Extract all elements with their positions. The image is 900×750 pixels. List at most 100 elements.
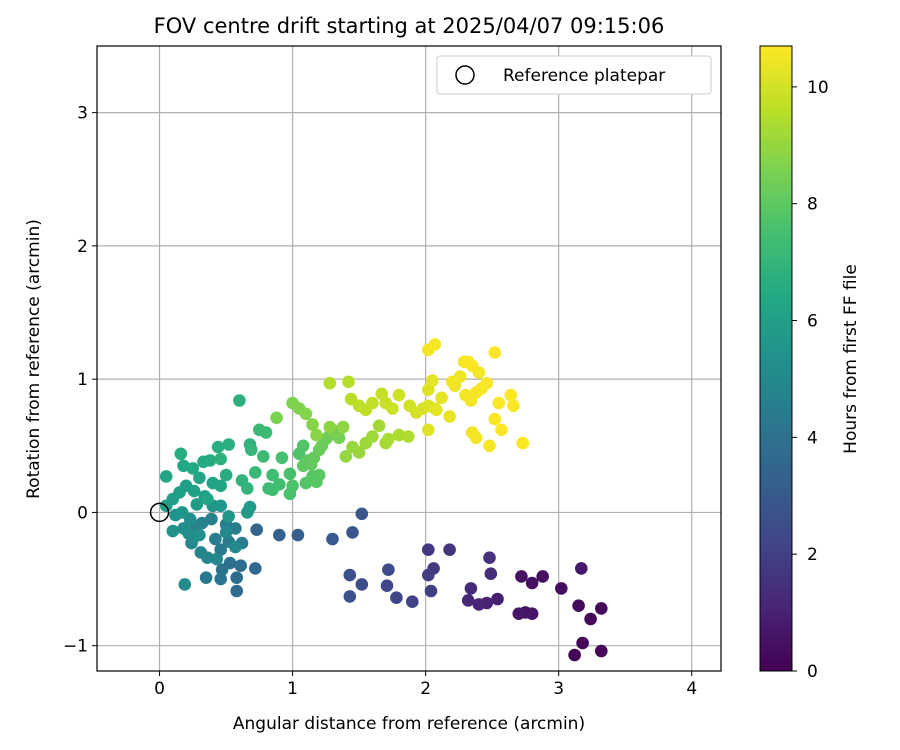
data-point — [219, 468, 233, 482]
data-point — [382, 432, 395, 446]
data-point — [201, 492, 214, 506]
data-point — [257, 450, 270, 463]
data-point — [222, 510, 235, 523]
data-point — [211, 440, 225, 454]
data-point — [422, 423, 435, 437]
data-point — [199, 571, 213, 584]
data-point — [241, 482, 254, 495]
data-point — [233, 394, 246, 407]
x-tick-label: 4 — [686, 679, 697, 699]
data-point — [270, 411, 283, 425]
x-axis-ticks: 0 1 2 3 4 — [154, 671, 697, 699]
data-point — [175, 506, 189, 519]
data-point — [310, 428, 323, 442]
colorbar-tick-label: 10 — [807, 78, 829, 98]
data-point — [186, 462, 200, 475]
data-point — [507, 399, 520, 413]
data-point — [190, 498, 204, 511]
data-point — [491, 592, 504, 606]
x-axis-label: Angular distance from reference (arcmin) — [233, 714, 585, 734]
data-point — [366, 430, 379, 443]
data-point — [390, 591, 403, 604]
data-point — [273, 478, 286, 491]
data-point — [275, 451, 289, 465]
data-point — [215, 563, 229, 576]
data-point — [469, 431, 483, 445]
data-point — [230, 584, 243, 598]
y-tick-label: −1 — [63, 637, 88, 657]
data-point — [426, 374, 439, 387]
data-point — [576, 636, 589, 650]
data-point — [464, 582, 478, 595]
plot-frame — [96, 45, 722, 672]
data-point — [291, 528, 305, 542]
data-point — [443, 543, 456, 556]
data-point — [484, 567, 498, 580]
data-point — [372, 419, 386, 433]
data-point — [483, 551, 496, 564]
data-point — [249, 562, 262, 575]
colorbar-label: Hours from first FF file — [841, 264, 861, 454]
colorbar — [759, 45, 793, 672]
legend-marker-circle-icon — [455, 65, 475, 85]
y-tick-label: 0 — [77, 503, 88, 523]
data-point — [250, 523, 263, 536]
data-point — [326, 532, 339, 546]
data-points — [159, 338, 608, 662]
data-point — [495, 423, 508, 437]
data-point — [323, 376, 337, 390]
data-point — [339, 450, 353, 463]
data-point — [203, 454, 217, 467]
legend-box — [436, 55, 712, 95]
y-tick-label: 2 — [77, 237, 88, 257]
data-point — [286, 479, 299, 493]
data-point — [366, 396, 379, 410]
data-point — [422, 568, 435, 582]
data-point — [428, 338, 442, 351]
data-point — [312, 468, 326, 482]
data-point — [323, 420, 337, 434]
data-point — [245, 443, 258, 457]
data-point — [214, 452, 227, 466]
data-point — [266, 468, 279, 482]
data-point — [259, 426, 273, 439]
data-point — [512, 607, 526, 620]
data-point — [177, 522, 190, 535]
data-point — [392, 388, 406, 402]
data-point — [166, 524, 180, 538]
data-point — [472, 598, 486, 611]
data-point — [568, 648, 581, 662]
grid-lines — [97, 46, 721, 671]
data-point — [193, 471, 206, 485]
legend: Reference platepar — [436, 55, 712, 95]
data-point — [159, 470, 173, 483]
reference-platepar-marker — [149, 502, 170, 523]
data-point — [555, 582, 568, 595]
data-point — [536, 570, 549, 583]
data-point — [402, 430, 415, 443]
data-point — [230, 571, 243, 584]
data-point — [406, 595, 419, 608]
data-point — [214, 543, 227, 556]
x-tick-label: 1 — [287, 679, 298, 699]
data-point — [234, 559, 247, 572]
data-point — [422, 543, 435, 556]
data-point — [392, 428, 406, 442]
colorbar-tick-label: 6 — [807, 312, 818, 332]
data-point — [480, 376, 494, 390]
data-point — [435, 391, 448, 405]
y-tick-label: 3 — [77, 104, 88, 124]
data-point — [201, 551, 214, 564]
data-point — [380, 579, 394, 592]
data-point — [572, 599, 585, 612]
data-point — [595, 602, 608, 615]
data-point — [461, 594, 475, 607]
data-point — [214, 572, 227, 586]
data-point — [445, 375, 459, 389]
data-point — [283, 467, 297, 481]
colorbar-tick-label: 4 — [807, 428, 818, 448]
data-point — [355, 578, 369, 591]
colorbar-tick-label: 0 — [807, 662, 818, 682]
chart-title: FOV centre drift starting at 2025/04/07 … — [154, 14, 665, 38]
legend-label: Reference platepar — [503, 66, 665, 86]
